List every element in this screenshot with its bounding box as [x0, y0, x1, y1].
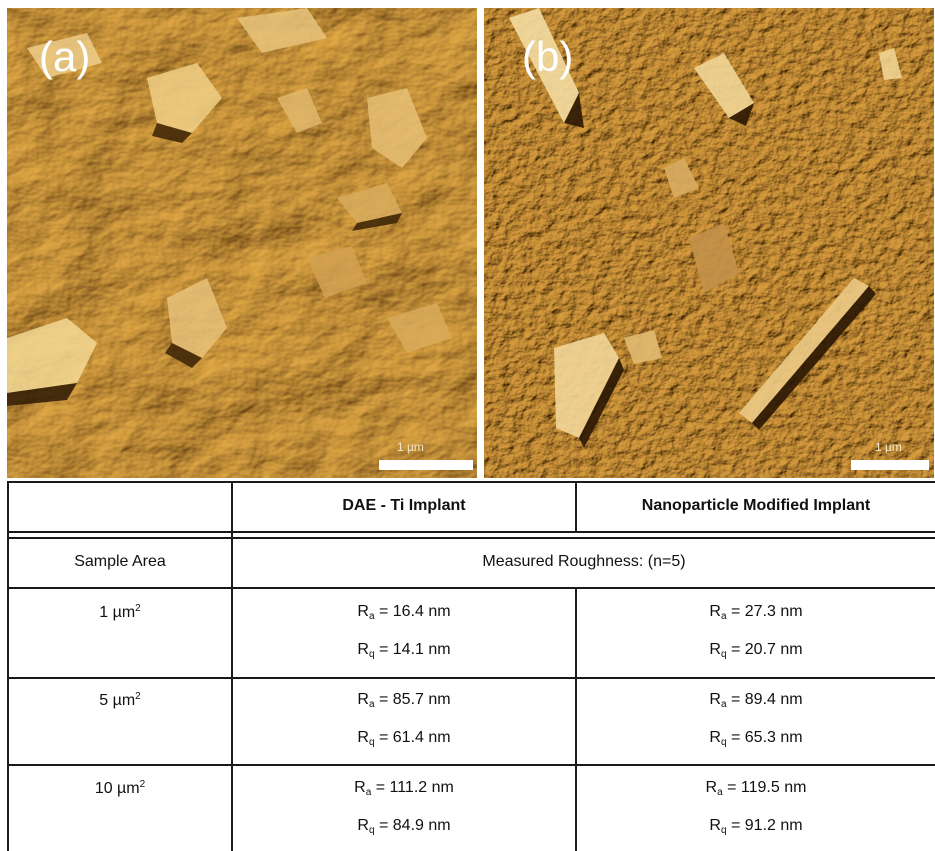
rq-value: Rq = 14.1 nm	[357, 641, 451, 660]
rq-value: Rq = 65.3 nm	[709, 729, 803, 748]
dae-values-1: Ra = 16.4 nm Rq = 14.1 nm	[233, 603, 575, 673]
afm-image-a: (a) 1 µm	[7, 8, 477, 478]
afm-image-b: (b) 1 µm	[484, 8, 934, 478]
row-header-label: Sample Area	[74, 553, 166, 570]
scale-bar-b	[851, 460, 929, 470]
rq-value: Rq = 20.7 nm	[709, 641, 803, 660]
col-header-dae: DAE - Ti Implant	[342, 497, 466, 514]
table-rule-subheader	[7, 587, 935, 589]
nano-values-1: Ra = 27.3 nm Rq = 20.7 nm	[577, 603, 935, 673]
measured-roughness-label: Measured Roughness: (n=5)	[482, 553, 686, 570]
grain-highlights-a	[7, 8, 452, 406]
grain-highlights-b	[509, 8, 902, 448]
ra-value: Ra = 111.2 nm	[354, 779, 454, 798]
rq-value: Rq = 61.4 nm	[357, 729, 451, 748]
scale-bar-label-a: 1 µm	[397, 440, 424, 454]
roughness-table: DAE - Ti Implant Nanoparticle Modified I…	[7, 481, 935, 851]
scale-bar-a	[379, 460, 473, 470]
sample-area-1: 1 µm2	[99, 603, 141, 621]
sample-area-5: 5 µm2	[99, 691, 141, 709]
table-rule-col2-body	[575, 587, 577, 851]
dae-values-5: Ra = 85.7 nm Rq = 61.4 nm	[233, 691, 575, 761]
sample-area-10: 10 µm2	[94, 779, 146, 797]
panel-label-a: (a)	[39, 33, 91, 80]
panel-label-b: (b)	[522, 33, 574, 80]
nano-values-5: Ra = 89.4 nm Rq = 65.3 nm	[577, 691, 935, 761]
scale-bar-label-b: 1 µm	[875, 440, 902, 454]
ra-value: Ra = 85.7 nm	[357, 691, 451, 710]
ra-value: Ra = 27.3 nm	[709, 603, 803, 622]
table-rule-row1	[7, 677, 935, 679]
rq-value: Rq = 91.2 nm	[709, 817, 803, 836]
afm-texture-a	[7, 8, 477, 478]
ra-value: Ra = 16.4 nm	[357, 603, 451, 622]
table-rule-header-double	[7, 537, 935, 539]
table-rule-top	[7, 481, 935, 483]
table-rule-col1	[231, 481, 233, 851]
rq-value: Rq = 84.9 nm	[357, 817, 451, 836]
table-rule-header	[7, 531, 935, 533]
table-rule-row2	[7, 764, 935, 766]
nano-values-10: Ra = 119.5 nm Rq = 91.2 nm	[577, 779, 935, 849]
dae-values-10: Ra = 111.2 nm Rq = 84.9 nm	[233, 779, 575, 849]
table-rule-col2-header	[575, 481, 577, 531]
ra-value: Ra = 119.5 nm	[705, 779, 807, 798]
col-header-nano: Nanoparticle Modified Implant	[641, 497, 871, 514]
ra-value: Ra = 89.4 nm	[709, 691, 803, 710]
table-rule-left	[7, 481, 9, 851]
afm-texture-b	[484, 8, 934, 478]
